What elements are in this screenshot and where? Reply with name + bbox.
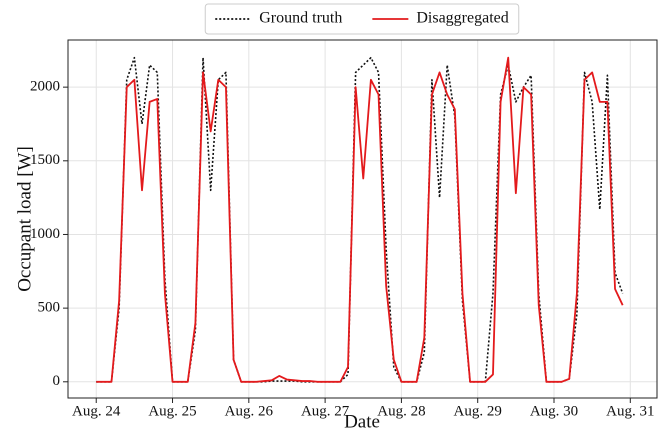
y-tick-label: 2000 <box>30 79 60 95</box>
x-tick-label: Aug. 30 <box>530 403 578 419</box>
x-tick-label: Aug. 24 <box>72 403 121 419</box>
x-tick-label: Aug. 29 <box>454 403 502 419</box>
legend-label: Ground truth <box>259 10 342 27</box>
y-tick-label: 500 <box>38 300 61 316</box>
data-line <box>96 56 624 383</box>
x-tick-label: Aug. 31 <box>606 403 654 419</box>
x-tick-label: Aug. 27 <box>301 403 350 419</box>
y-tick-label: 1000 <box>30 226 60 242</box>
x-axis-label: Date <box>344 411 380 430</box>
y-tick-label: 1500 <box>30 152 60 168</box>
y-axis-label: Occupant load [W] <box>14 146 35 292</box>
x-tick-label: Aug. 25 <box>148 403 196 419</box>
legend-label: Disaggregated <box>416 10 508 27</box>
x-tick-label: Aug. 26 <box>225 403 274 419</box>
plot-frame <box>67 39 658 399</box>
x-tick-label: Aug. 28 <box>377 403 425 419</box>
data-line <box>96 56 624 383</box>
legend-box <box>204 3 520 35</box>
y-tick-label: 0 <box>53 373 61 389</box>
